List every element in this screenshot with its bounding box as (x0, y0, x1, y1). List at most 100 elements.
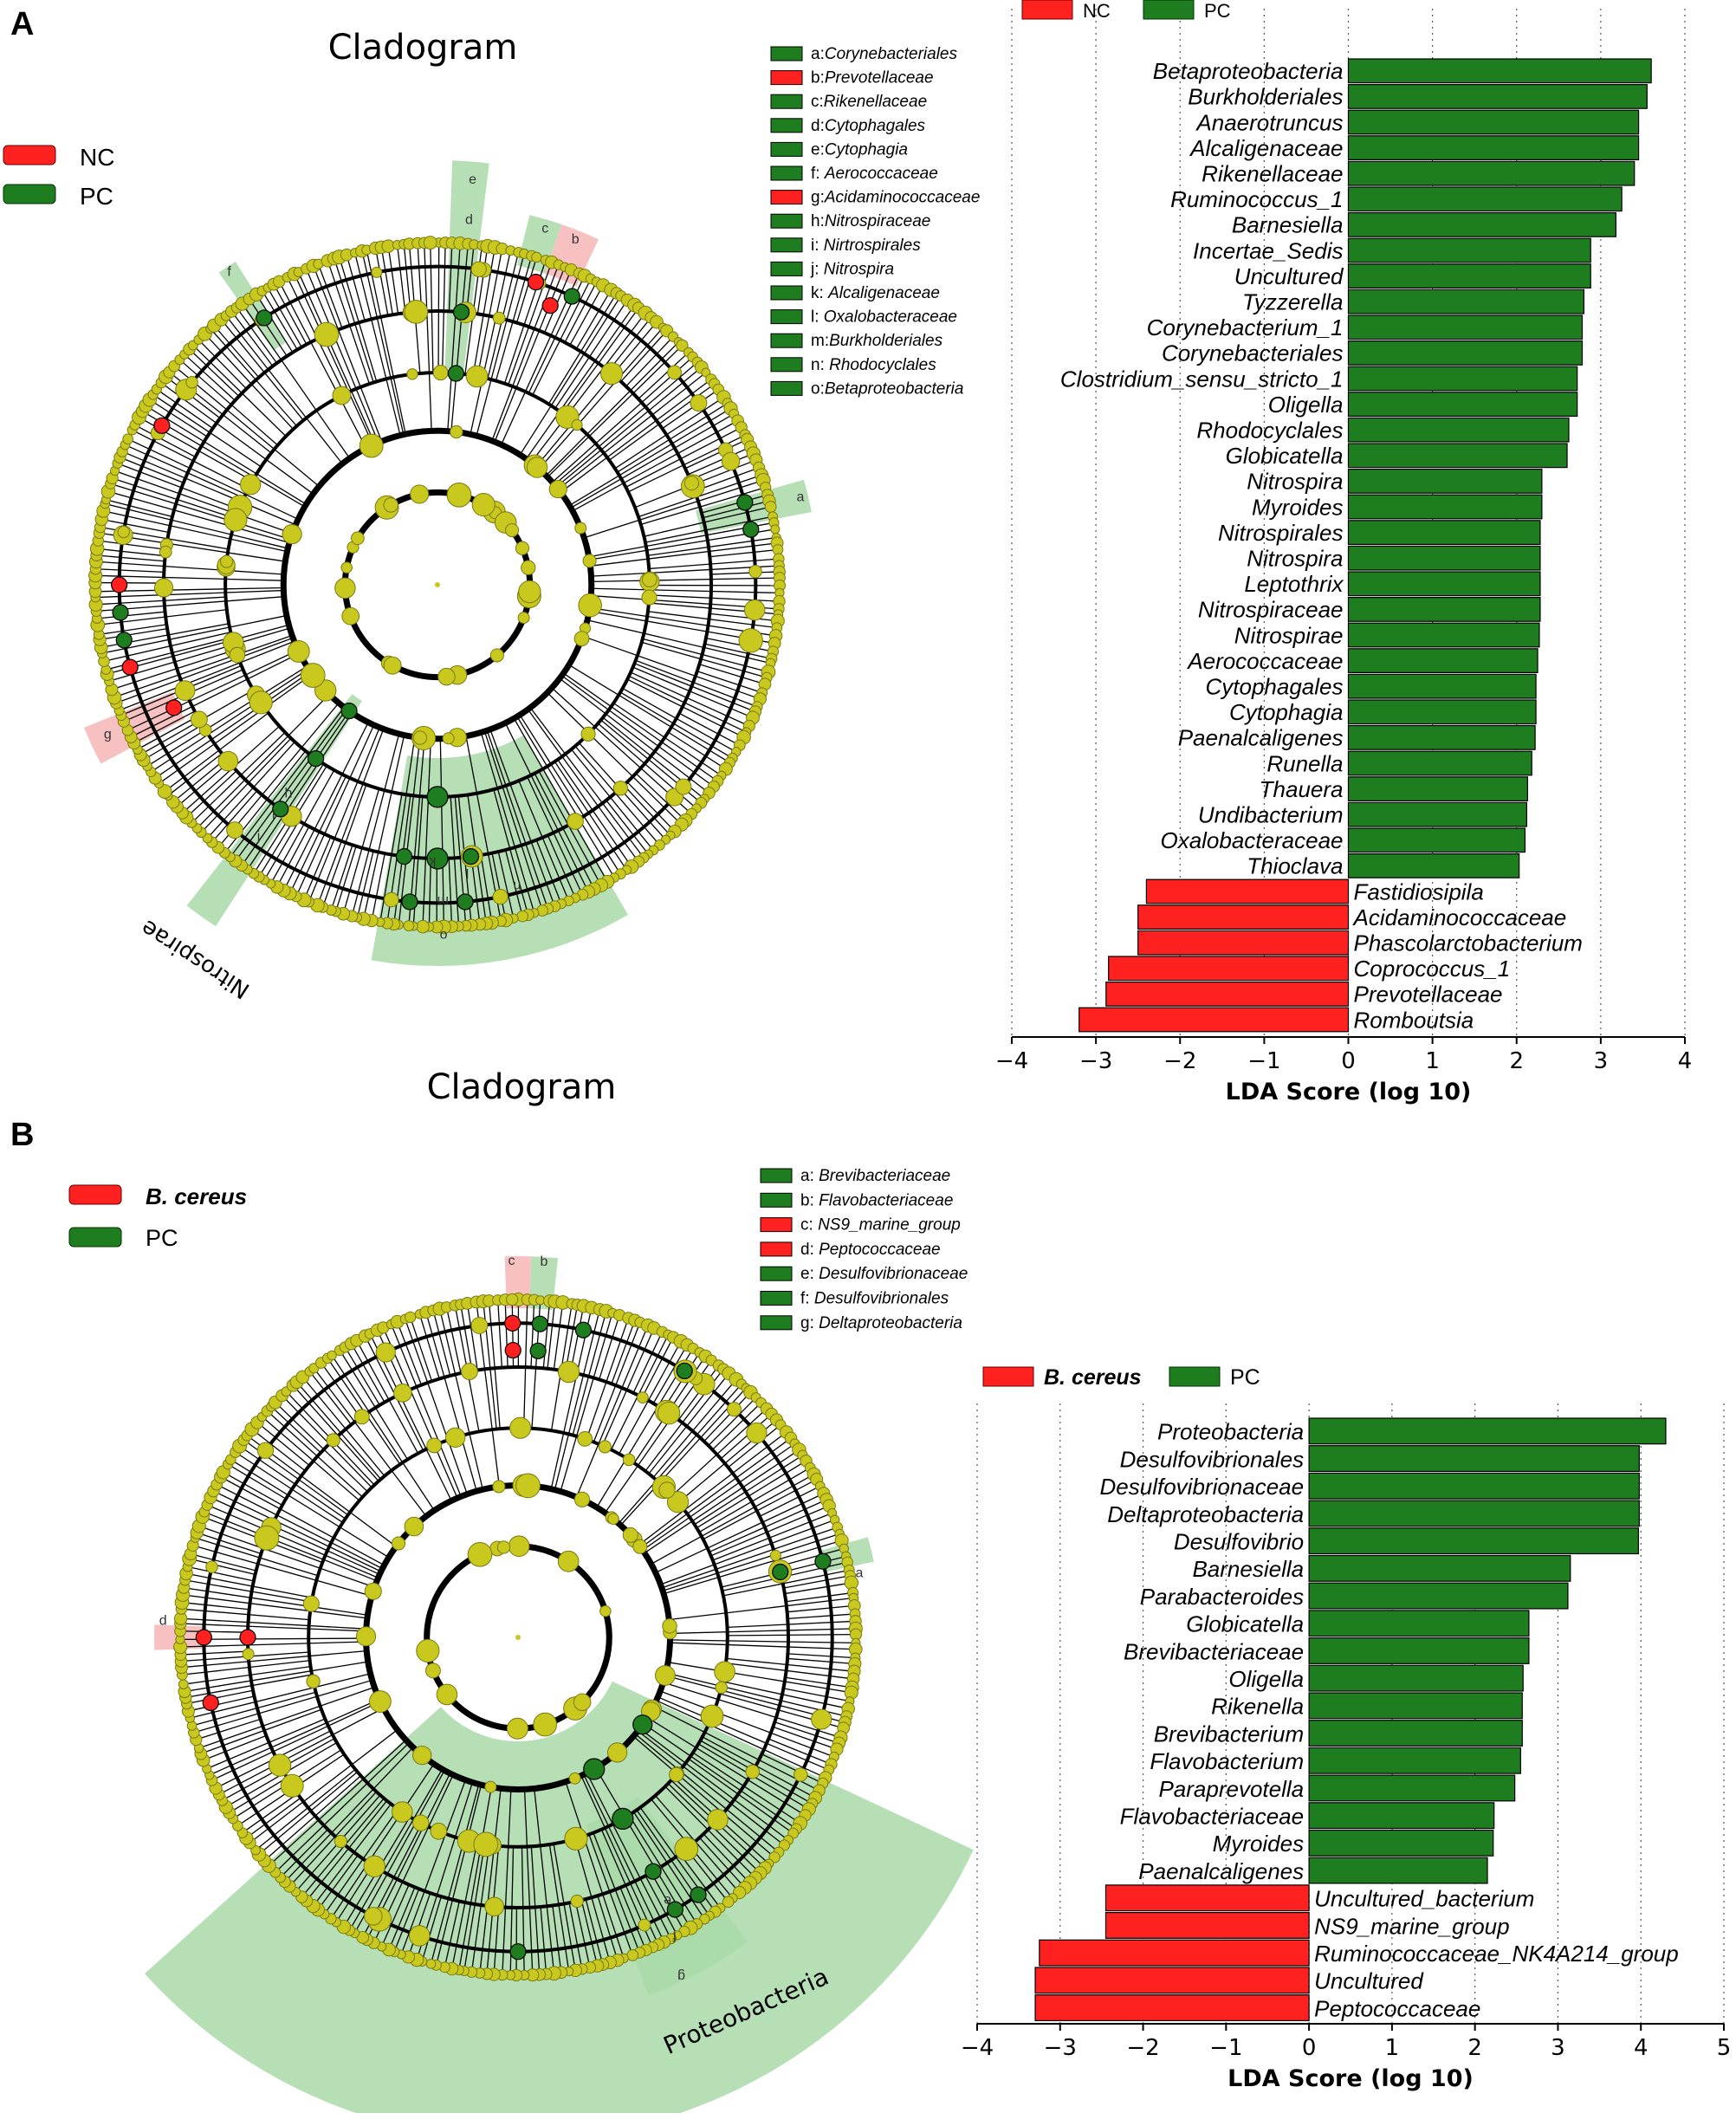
tree-branch (316, 729, 385, 906)
tree-branch (652, 1378, 737, 1478)
tree-node (496, 1540, 511, 1554)
tree-branch (303, 836, 332, 900)
tree-node (249, 690, 273, 715)
tree-branch (242, 1792, 298, 1834)
tree-node (240, 474, 262, 496)
tree-branch (137, 716, 198, 750)
bar-label: Rhodocyclales (1196, 417, 1343, 443)
tree-branch (530, 1300, 535, 1368)
tree-branch (268, 1740, 407, 1866)
tree-branch (523, 1789, 534, 1975)
tree-node (467, 1542, 493, 1567)
tree-branch (424, 243, 432, 431)
tree-branch (638, 352, 690, 399)
tree-branch (444, 1901, 460, 1967)
tree-node (364, 1907, 383, 1926)
tree-branch (204, 333, 294, 430)
tree-branch (664, 1786, 756, 1878)
clade-legend-swatch (770, 357, 803, 373)
tree-branch (545, 341, 679, 476)
bar-label: Ruminococcaceae_NK4A214_group (1314, 1941, 1679, 1967)
tree-branch (95, 587, 284, 593)
tree-leaf-node (416, 919, 430, 934)
tree-branch (346, 254, 366, 321)
biomarker-node (563, 288, 580, 305)
tree-branch (160, 382, 314, 495)
biomarker-node (401, 893, 418, 911)
tree-branch (599, 1314, 620, 1380)
tree-branch (561, 675, 715, 788)
biomarker-node (115, 632, 133, 649)
clade-legend-label: f: Desulfovibrionales (800, 1290, 949, 1308)
tree-node (314, 321, 340, 347)
bar-label: Myroides (1213, 1831, 1304, 1857)
tree-branch (476, 248, 503, 377)
tree-branch (645, 1875, 678, 1936)
tree-branch (619, 1887, 647, 1951)
bar (1105, 981, 1350, 1007)
tree-node (436, 1683, 458, 1706)
tree-branch (647, 611, 777, 629)
bar-label: Proteobacteria (1157, 1419, 1304, 1445)
tree-branch (651, 1474, 814, 1565)
bar (1347, 571, 1541, 597)
tree-node (219, 554, 234, 568)
tree-branch (667, 731, 727, 770)
tree-node (442, 732, 455, 745)
tree-branch (380, 247, 393, 315)
tree-node (548, 479, 567, 499)
tree-branch (679, 1853, 722, 1909)
bar-label: Desulfovibrio (1174, 1529, 1304, 1555)
bar (1308, 1527, 1639, 1555)
tree-node (489, 648, 504, 663)
tree-node (570, 1894, 584, 1909)
tree-branch (515, 256, 538, 323)
bar (1079, 1007, 1350, 1033)
bar-label: Rikenella (1211, 1694, 1304, 1720)
clade-legend-label: g:Acidaminococcaceae (811, 189, 980, 207)
biomarker-node (541, 297, 559, 314)
tree-branch (644, 506, 771, 537)
bar (1347, 724, 1536, 750)
tree-branch (703, 1833, 751, 1884)
bar (1308, 1472, 1640, 1500)
tree-branch (249, 298, 288, 357)
tree-branch (382, 1327, 458, 1499)
tree-branch (235, 1451, 344, 1524)
bar-label: Burkholderiales (1188, 84, 1343, 110)
tree-branch (488, 1300, 501, 1429)
bar-label: Incertae_Sedis (1193, 237, 1343, 263)
tree-branch (530, 1846, 541, 1975)
tree-branch (190, 1553, 256, 1572)
tree-node (612, 781, 629, 796)
tree-branch (652, 1345, 688, 1404)
tree-branch (335, 1864, 373, 1923)
tree-branch (574, 745, 660, 846)
tree-branch (642, 638, 769, 673)
tree-branch (180, 1650, 249, 1656)
tree-branch (538, 327, 664, 470)
tree-node (517, 612, 530, 625)
tree-branch (297, 271, 376, 444)
bar (1347, 648, 1538, 673)
tree-node (632, 1539, 648, 1554)
tree-branch (582, 635, 761, 700)
tree-node (306, 1674, 321, 1688)
clade-letter: e (664, 1893, 671, 1908)
tree-branch (640, 487, 766, 525)
tree-node (683, 476, 700, 491)
tree-branch (568, 664, 730, 763)
clade-legend-swatch (770, 141, 803, 157)
tree-branch (625, 336, 674, 387)
tree-branch (643, 1722, 797, 1830)
clade-legend-swatch (760, 1315, 793, 1331)
clade-letter: j (256, 829, 261, 844)
tree-branch (95, 561, 284, 575)
x-tick-label: 3 (1551, 2035, 1565, 2061)
tree-leaf-node (531, 251, 542, 263)
bar (1308, 1417, 1667, 1445)
bar-label: Alcaligenaceae (1189, 135, 1343, 161)
tree-node (355, 1626, 377, 1647)
clade-legend-swatch (770, 261, 803, 276)
tree-branch (185, 1579, 312, 1603)
